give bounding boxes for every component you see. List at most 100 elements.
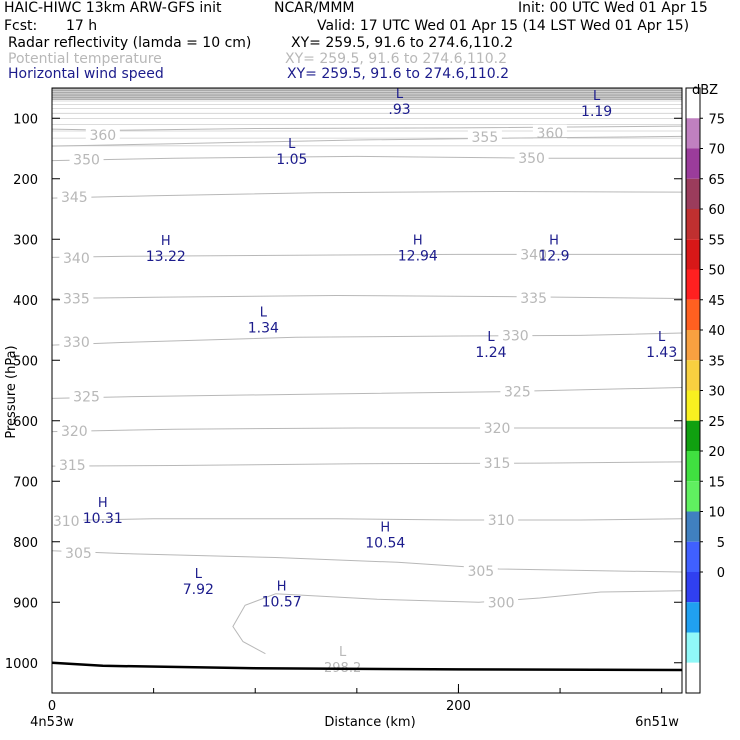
- theta-label-315: 315: [59, 458, 86, 474]
- forecast-hours: 17 h: [66, 18, 98, 34]
- colorbar-segment: [686, 239, 700, 270]
- theta-contour-330: [51, 332, 683, 346]
- colorbar-segment: [686, 511, 700, 542]
- theta-label-360: 360: [89, 128, 116, 144]
- colorbar-segment: [686, 541, 700, 572]
- y-tick-label: 800: [13, 536, 38, 551]
- theta-label-bg: [57, 423, 92, 439]
- theta-contour-300: [275, 590, 683, 603]
- theta-contour-355: [51, 135, 683, 147]
- theta-label-355: 355: [472, 130, 499, 146]
- x-tick-label: 0: [48, 699, 56, 714]
- wind-extremum-h: H: [413, 234, 423, 249]
- colorbar-label: 55: [708, 233, 725, 248]
- theta-label-310: 310: [488, 513, 515, 529]
- colorbar-segment: [686, 451, 700, 482]
- theta-label-bg: [484, 511, 519, 527]
- wind-extremum-value: 10.31: [83, 511, 123, 527]
- theta-label-335: 335: [63, 292, 90, 308]
- colorbar-segment: [686, 390, 700, 421]
- colorbar-label: 5: [717, 536, 725, 551]
- y-tick-label: 400: [13, 294, 38, 309]
- theta-label-bg: [49, 513, 84, 529]
- theta-label-bg: [59, 334, 94, 350]
- theta-label-325: 325: [73, 390, 100, 406]
- theta-label-305: 305: [65, 546, 92, 562]
- field-name-theta: Potential temperature: [8, 51, 162, 67]
- colorbar-segment: [686, 299, 700, 330]
- field-name-reflectivity: Radar reflectivity (lamda = 10 cm): [8, 35, 252, 51]
- theta-label-bg: [69, 151, 104, 167]
- theta-contour-350: [51, 155, 682, 162]
- forecast-label: Fcst:: [4, 18, 38, 34]
- theta-label-bg: [463, 562, 498, 578]
- theta-label-bg: [516, 246, 551, 262]
- y-axis-label: Pressure (hPa): [4, 345, 19, 438]
- wind-extremum-l: L: [487, 330, 495, 345]
- theta-label-bg: [85, 127, 120, 143]
- theta-label-305: 305: [467, 564, 494, 580]
- plot-axes: 100 200 300 400 500 600 700 800 900 1000 0 200: [5, 87, 683, 714]
- wind-extremum-value: 1.19: [581, 104, 612, 120]
- colorbar-segment: [686, 269, 700, 300]
- colorbar-segment: [686, 88, 700, 119]
- model-top-band: [52, 88, 682, 147]
- wind-speed-extrema: L.93L1.19L1.05H13.22H12.94H12.9L1.34L1.2…: [83, 87, 678, 610]
- theta-label-320: 320: [61, 424, 88, 440]
- colorbar-label: 75: [708, 112, 725, 127]
- theta-label-bg: [500, 383, 535, 399]
- theta-label-bg: [532, 124, 567, 140]
- wind-extremum-value: 1.43: [646, 345, 677, 361]
- model-title: HAIC-HIWC 13km ARW-GFS init: [4, 0, 222, 16]
- colorbar-label: 20: [708, 445, 725, 460]
- theta-label-320: 320: [484, 421, 511, 437]
- colorbar-segment: [686, 360, 700, 391]
- wind-extremum-value: 10.57: [262, 595, 302, 611]
- x-left-endpoint: 4n53w: [30, 715, 74, 730]
- theta-contour-310: [51, 518, 683, 522]
- wind-extremum-value: 12.9: [538, 249, 569, 265]
- field-xy-wind: XY= 259.5, 91.6 to 274.6,110.2: [287, 66, 510, 82]
- theta-min-marker: L: [339, 645, 347, 660]
- x-tick-label: 200: [446, 699, 471, 714]
- wind-extremum-value: .93: [388, 102, 410, 118]
- theta-label-bg: [61, 545, 96, 561]
- colorbar-segment: [686, 572, 700, 603]
- potential-temperature-contours: 360 360 355 350 350 345 340 340 335 335 330 330 325 3…: [49, 124, 683, 676]
- colorbar-label: 15: [708, 475, 725, 490]
- y-tick-label: 700: [13, 475, 38, 490]
- colorbar-label: 0: [717, 566, 725, 581]
- colorbar-segment: [686, 481, 700, 512]
- theta-label-340: 340: [63, 251, 90, 267]
- theta-label-325: 325: [504, 385, 531, 401]
- theta-label-340: 340: [520, 247, 547, 263]
- wind-extremum-value: 13.22: [146, 249, 186, 265]
- theta-label-bg: [69, 388, 104, 404]
- theta-label-bg: [516, 289, 551, 305]
- theta-label-bg: [467, 129, 502, 145]
- theta-contour-305: [51, 550, 683, 573]
- theta-label-300: 300: [488, 595, 515, 611]
- theta-label-bg: [480, 420, 515, 436]
- init-time: Init: 00 UTC Wed 01 Apr 15: [518, 0, 708, 16]
- colorbar-segment: [686, 148, 700, 179]
- colorbar-segment: [686, 178, 700, 209]
- theta-label-360: 360: [537, 126, 564, 142]
- colorbar-label: 35: [708, 354, 725, 369]
- theta-label-350: 350: [73, 152, 100, 168]
- x-right-endpoint: 6n51w: [635, 715, 679, 730]
- theta-label-315: 315: [484, 456, 511, 472]
- wind-extremum-l: L: [260, 306, 268, 321]
- wind-extremum-value: 7.92: [183, 582, 214, 598]
- theta-label-350: 350: [518, 151, 545, 167]
- wind-extremum-h: H: [98, 496, 108, 511]
- theta-contour-360: [51, 125, 683, 131]
- theta-contour-300: [232, 593, 276, 655]
- colorbar-segment: [686, 420, 700, 451]
- valid-time: Valid: 17 UTC Wed 01 Apr 15 (14 LST Wed …: [317, 18, 690, 34]
- wind-extremum-value: 1.05: [276, 152, 307, 168]
- theta-label-bg: [498, 327, 533, 343]
- colorbar-label: 65: [708, 173, 725, 188]
- field-name-wind: Horizontal wind speed: [8, 66, 164, 82]
- wind-extremum-value: 1.34: [248, 321, 279, 337]
